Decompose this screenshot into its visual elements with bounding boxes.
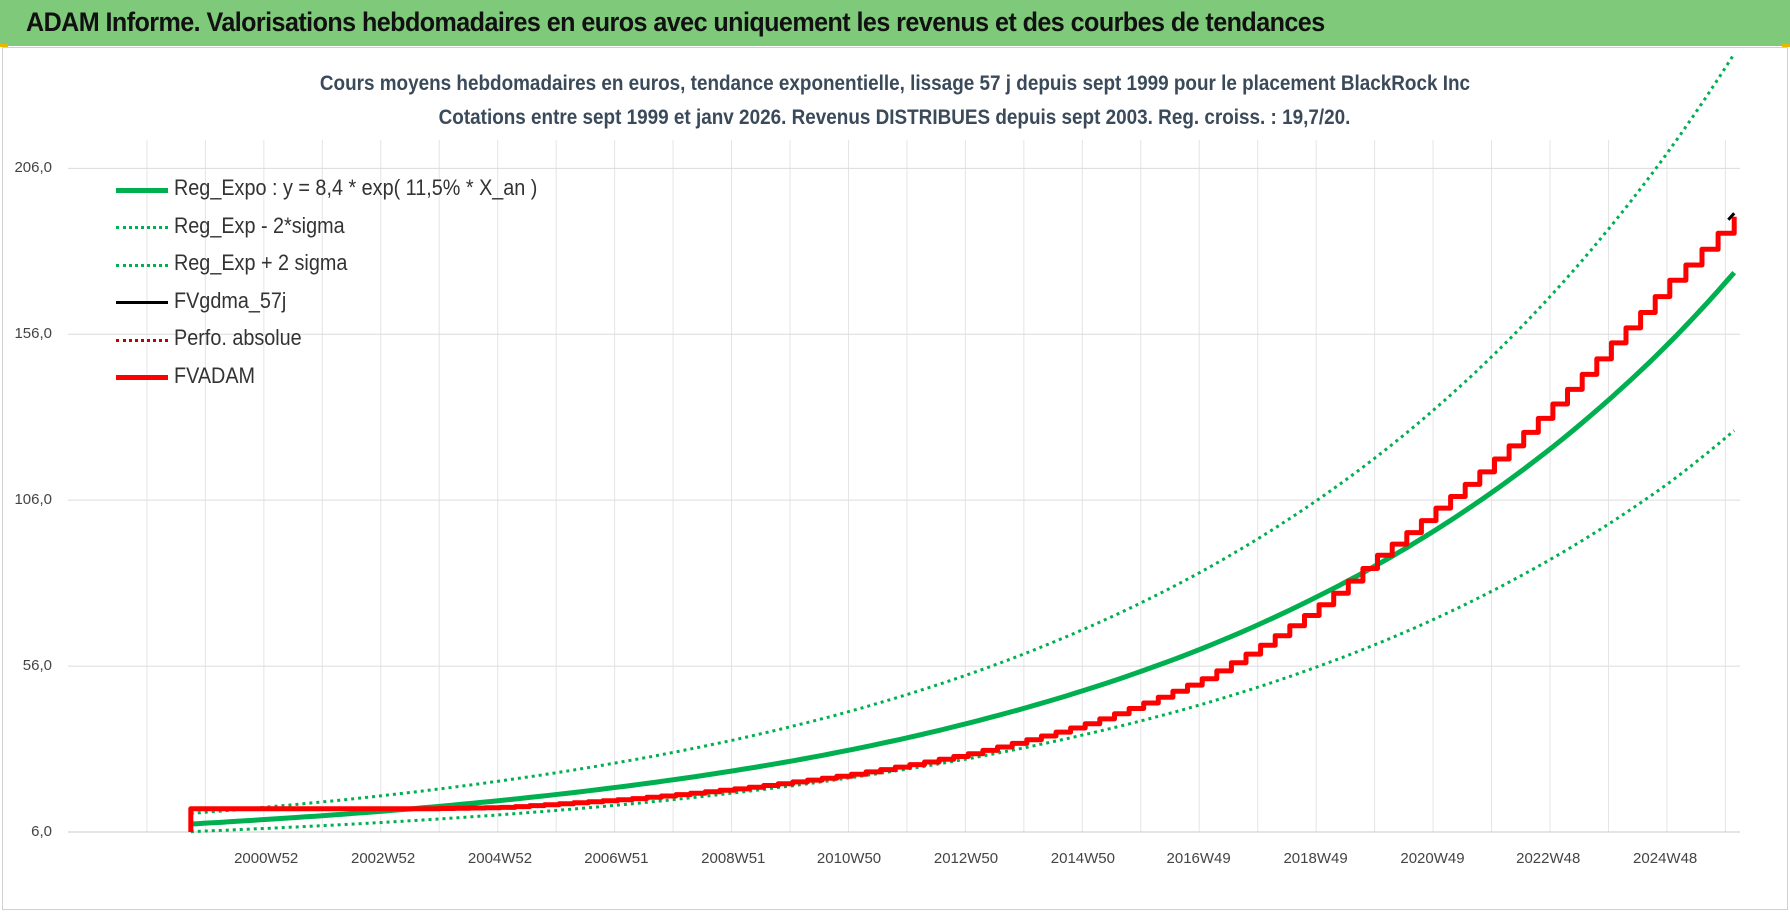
- chart-subtitle: Cotations entre sept 1999 et janv 2026. …: [439, 106, 1351, 129]
- legend-label: Reg_Exp - 2*sigma: [174, 212, 345, 238]
- report-banner: ADAM Informe. Valorisations hebdomadaire…: [0, 0, 1790, 46]
- legend-swatch: [116, 301, 168, 304]
- series-line-reg-exp-2-sigma: [190, 429, 1736, 834]
- series-line-reg-expo-y-8-4-exp-11-5-x-an: [190, 270, 1737, 827]
- x-tick-label: 2012W50: [933, 850, 999, 867]
- x-tick-label: 2006W51: [584, 850, 649, 867]
- chart-frame: [2, 47, 1788, 910]
- legend-label: FVgdma_57j: [174, 287, 287, 313]
- series-line-fvadam: [188, 216, 1737, 832]
- report-title: ADAM Informe. Valorisations hebdomadaire…: [26, 7, 1325, 37]
- series-line-reg-exp-2-sigma: [190, 53, 1736, 815]
- legend-label: Reg_Expo : y = 8,4 * exp( 11,5% * X_an ): [174, 175, 538, 200]
- y-tick-label: 106,0: [14, 491, 52, 509]
- legend-item: FVgdma_57j: [116, 288, 716, 318]
- legend-swatch: [116, 375, 168, 380]
- legend-label: Reg_Exp + 2 sigma: [174, 250, 348, 275]
- x-tick-label: 2004W52: [467, 850, 533, 867]
- y-tick-label: 6,0: [31, 823, 52, 840]
- chart-title: Cours moyens hebdomadaires en euros, ten…: [319, 72, 1471, 95]
- legend-item: Reg_Exp + 2 sigma: [116, 250, 716, 280]
- x-tick-label: 2024W48: [1633, 850, 1698, 867]
- legend-swatch: [116, 338, 168, 342]
- legend-item: Perfo. absolue: [116, 325, 716, 355]
- x-tick-label: 2008W51: [701, 850, 766, 867]
- x-tick-label: 2020W49: [1400, 850, 1465, 867]
- legend-item: Reg_Expo : y = 8,4 * exp( 11,5% * X_an ): [116, 175, 716, 205]
- x-tick-label: 2002W52: [350, 850, 416, 867]
- x-tick-label: 2016W49: [1166, 850, 1231, 867]
- legend-swatch: [116, 226, 168, 229]
- legend-swatch: [116, 187, 168, 193]
- series-line-fvgdma-57j: [1727, 212, 1736, 221]
- corner-marker: [0, 44, 8, 47]
- legend-item: FVADAM: [116, 363, 716, 393]
- y-tick-label: 56,0: [22, 657, 52, 675]
- legend-label: Perfo. absolue: [174, 325, 302, 350]
- corner-marker: [1782, 44, 1790, 47]
- legend-item: Reg_Exp - 2*sigma: [116, 213, 716, 243]
- y-tick-label: 156,0: [14, 325, 52, 343]
- x-tick-label: 2000W52: [234, 850, 299, 867]
- x-tick-label: 2010W50: [816, 850, 882, 867]
- legend-swatch: [116, 263, 168, 267]
- legend-label: FVADAM: [174, 362, 256, 388]
- y-tick-label: 206,0: [14, 159, 52, 177]
- x-tick-label: 2022W48: [1516, 850, 1581, 867]
- x-tick-label: 2014W50: [1050, 850, 1115, 867]
- x-tick-label: 2018W49: [1283, 850, 1348, 867]
